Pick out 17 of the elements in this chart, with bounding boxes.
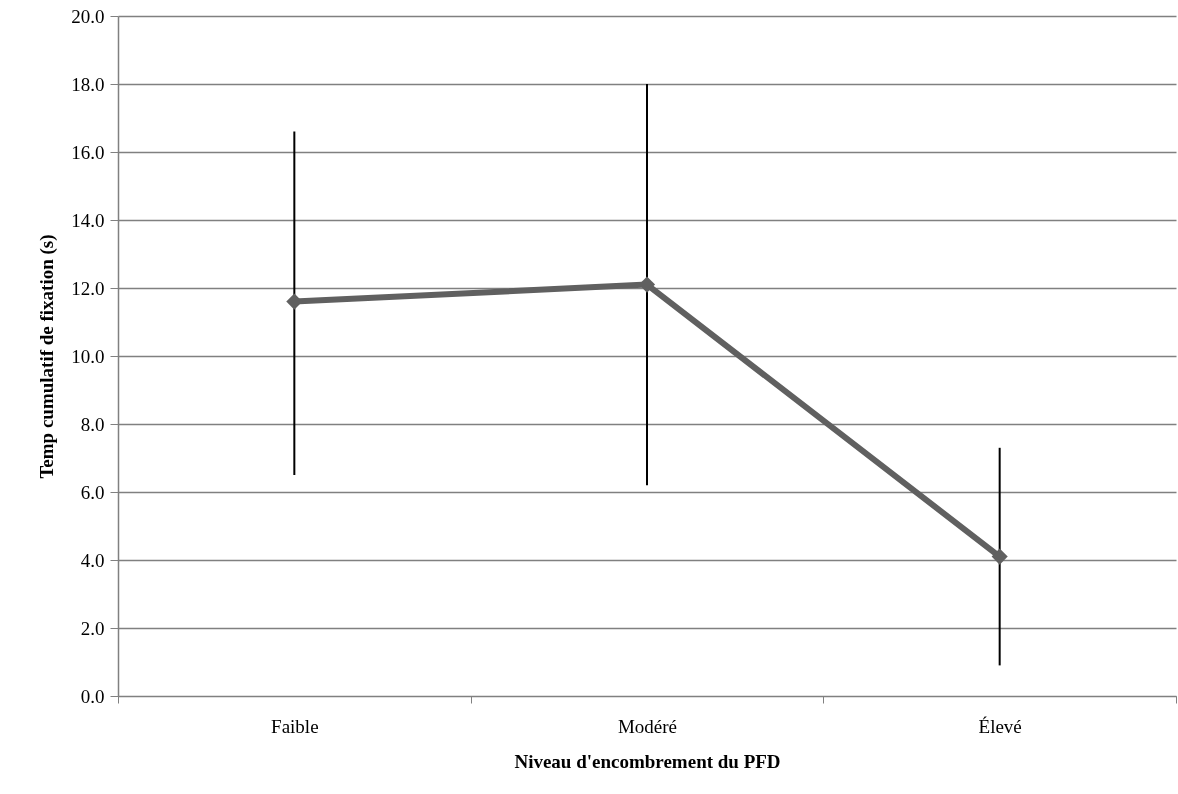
y-tick-label: 10.0 [71,345,105,367]
y-tick-label: 14.0 [71,209,105,231]
y-tick-label: 8.0 [80,413,105,435]
x-tick-label: Modéré [617,715,678,737]
y-axis-title: Temp cumulatif de fixation (s) [36,234,59,479]
x-tick-label: Élevé [978,715,1022,737]
point [991,548,1008,565]
y-tick-label: 6.0 [80,481,105,503]
y-tick-label: 16.0 [71,141,105,163]
y-tick-label: 12.0 [71,277,105,299]
y-tick-label: 0.0 [80,685,105,707]
y-tick-label: 2.0 [80,617,105,639]
x-tick-label: Faible [271,715,319,737]
x-axis-title: Niveau d'encombrement du PFD [514,750,781,772]
y-tick-label: 20.0 [71,5,105,27]
y-tick-label: 4.0 [80,549,105,571]
y-tick-label: 18.0 [71,73,105,95]
